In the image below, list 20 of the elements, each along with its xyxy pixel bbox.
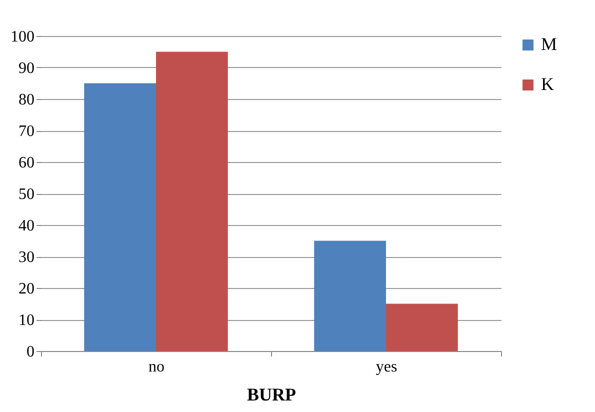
y-tick-label: 50 bbox=[18, 186, 34, 203]
y-tick-label: 30 bbox=[18, 249, 34, 266]
y-tick-label: 100 bbox=[10, 28, 34, 46]
y-tick-label: 0 bbox=[26, 344, 34, 360]
y-tick-label: 10 bbox=[18, 312, 34, 329]
y-tick-label: 40 bbox=[18, 218, 34, 234]
y-tick-label: 90 bbox=[18, 60, 34, 77]
bar bbox=[386, 304, 458, 351]
bar bbox=[314, 240, 386, 351]
y-tick-label: 60 bbox=[18, 154, 34, 172]
x-tick-label: yes bbox=[376, 358, 398, 376]
y-tick-label: 70 bbox=[18, 123, 34, 140]
y-tick-label: 80 bbox=[18, 92, 34, 108]
bar bbox=[156, 52, 228, 351]
x-axis-title: BURP bbox=[247, 384, 296, 404]
bar bbox=[84, 83, 156, 351]
y-tick-label: 20 bbox=[18, 280, 34, 298]
legend-label: M bbox=[541, 34, 558, 54]
legend-label: K bbox=[541, 74, 554, 94]
x-tick-label: no bbox=[148, 358, 164, 376]
